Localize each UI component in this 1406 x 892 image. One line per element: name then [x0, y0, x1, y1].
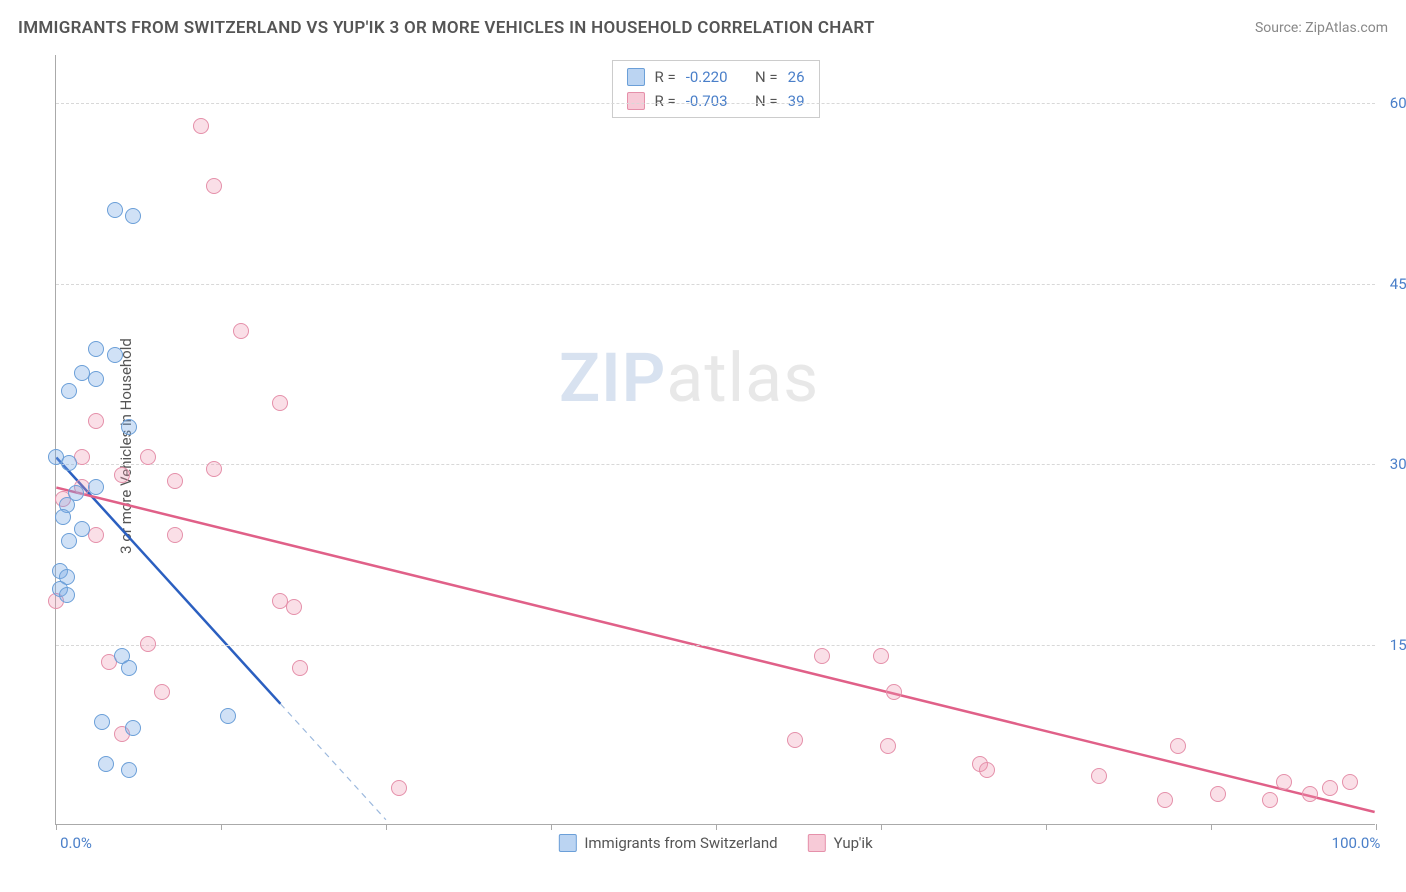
stats-box: R = -0.220 N = 26 R = -0.703 N = 39: [611, 60, 819, 118]
data-point: [272, 395, 288, 411]
data-point: [125, 720, 141, 736]
legend-item-b: Yup'ik: [808, 834, 873, 852]
watermark-rest: atlas: [666, 338, 819, 418]
data-point: [873, 648, 889, 664]
data-point: [55, 509, 71, 525]
data-point: [61, 455, 77, 471]
x-tick-mark: [551, 824, 552, 830]
x-tick-mark: [1376, 824, 1377, 830]
gridline: [56, 645, 1375, 646]
data-point: [167, 527, 183, 543]
stats-row-b: R = -0.703 N = 39: [626, 89, 804, 113]
data-point: [107, 347, 123, 363]
bottom-legend: Immigrants from Switzerland Yup'ik: [558, 834, 872, 852]
data-point: [886, 684, 902, 700]
watermark: ZIPatlas: [559, 338, 819, 418]
gridline: [56, 464, 1375, 465]
data-point: [220, 708, 236, 724]
x-tick-mark: [1211, 824, 1212, 830]
n-value-a: 26: [788, 65, 805, 89]
data-point: [286, 599, 302, 615]
y-tick-label: 60.0%: [1380, 94, 1406, 112]
swatch-series-b: [626, 92, 644, 110]
data-point: [1091, 768, 1107, 784]
data-point: [125, 208, 141, 224]
data-point: [114, 467, 130, 483]
x-tick-label: 100.0%: [1332, 834, 1381, 852]
legend-label-a: Immigrants from Switzerland: [584, 834, 777, 852]
data-point: [1342, 774, 1358, 790]
data-point: [88, 371, 104, 387]
x-tick-mark: [716, 824, 717, 830]
x-tick-mark: [1046, 824, 1047, 830]
gridline: [56, 103, 1375, 104]
data-point: [88, 479, 104, 495]
trend-lines: [56, 55, 1375, 824]
data-point: [1170, 738, 1186, 754]
data-point: [61, 533, 77, 549]
data-point: [167, 473, 183, 489]
data-point: [1262, 792, 1278, 808]
data-point: [61, 383, 77, 399]
data-point: [98, 756, 114, 772]
data-point: [292, 660, 308, 676]
r-value-b: -0.703: [686, 89, 728, 113]
legend-item-a: Immigrants from Switzerland: [558, 834, 777, 852]
swatch-series-a: [626, 68, 644, 86]
x-tick-mark: [221, 824, 222, 830]
data-point: [94, 714, 110, 730]
legend-swatch-a: [558, 834, 576, 852]
data-point: [880, 738, 896, 754]
n-value-b: 39: [788, 89, 805, 113]
data-point: [787, 732, 803, 748]
y-tick-label: 15.0%: [1380, 636, 1406, 654]
r-label-b: R =: [654, 89, 675, 113]
data-point: [1302, 786, 1318, 802]
data-point: [154, 684, 170, 700]
data-point: [1157, 792, 1173, 808]
data-point: [233, 323, 249, 339]
x-tick-mark: [386, 824, 387, 830]
n-label-b: N =: [755, 89, 778, 113]
data-point: [1210, 786, 1226, 802]
y-tick-label: 45.0%: [1380, 275, 1406, 293]
data-point: [193, 118, 209, 134]
r-value-a: -0.220: [686, 65, 728, 89]
n-label-a: N =: [755, 65, 778, 89]
watermark-zip: ZIP: [559, 338, 666, 418]
plot-area: ZIPatlas R = -0.220 N = 26 R = -0.703 N …: [55, 55, 1375, 825]
stats-row-a: R = -0.220 N = 26: [626, 65, 804, 89]
data-point: [107, 202, 123, 218]
data-point: [814, 648, 830, 664]
data-point: [1276, 774, 1292, 790]
data-point: [140, 449, 156, 465]
x-tick-mark: [881, 824, 882, 830]
r-label-a: R =: [654, 65, 675, 89]
legend-label-b: Yup'ik: [834, 834, 873, 852]
data-point: [1322, 780, 1338, 796]
data-point: [121, 660, 137, 676]
data-point: [121, 762, 137, 778]
x-tick-mark: [56, 824, 57, 830]
source-label: Source: ZipAtlas.com: [1255, 20, 1388, 36]
chart-title: IMMIGRANTS FROM SWITZERLAND VS YUP'IK 3 …: [18, 18, 875, 38]
data-point: [59, 587, 75, 603]
gridline: [56, 284, 1375, 285]
data-point: [979, 762, 995, 778]
data-point: [206, 461, 222, 477]
y-tick-label: 30.0%: [1380, 455, 1406, 473]
data-point: [74, 521, 90, 537]
x-tick-label: 0.0%: [60, 834, 92, 852]
data-point: [121, 419, 137, 435]
data-point: [88, 341, 104, 357]
legend-swatch-b: [808, 834, 826, 852]
data-point: [391, 780, 407, 796]
data-point: [88, 413, 104, 429]
data-point: [206, 178, 222, 194]
data-point: [140, 636, 156, 652]
